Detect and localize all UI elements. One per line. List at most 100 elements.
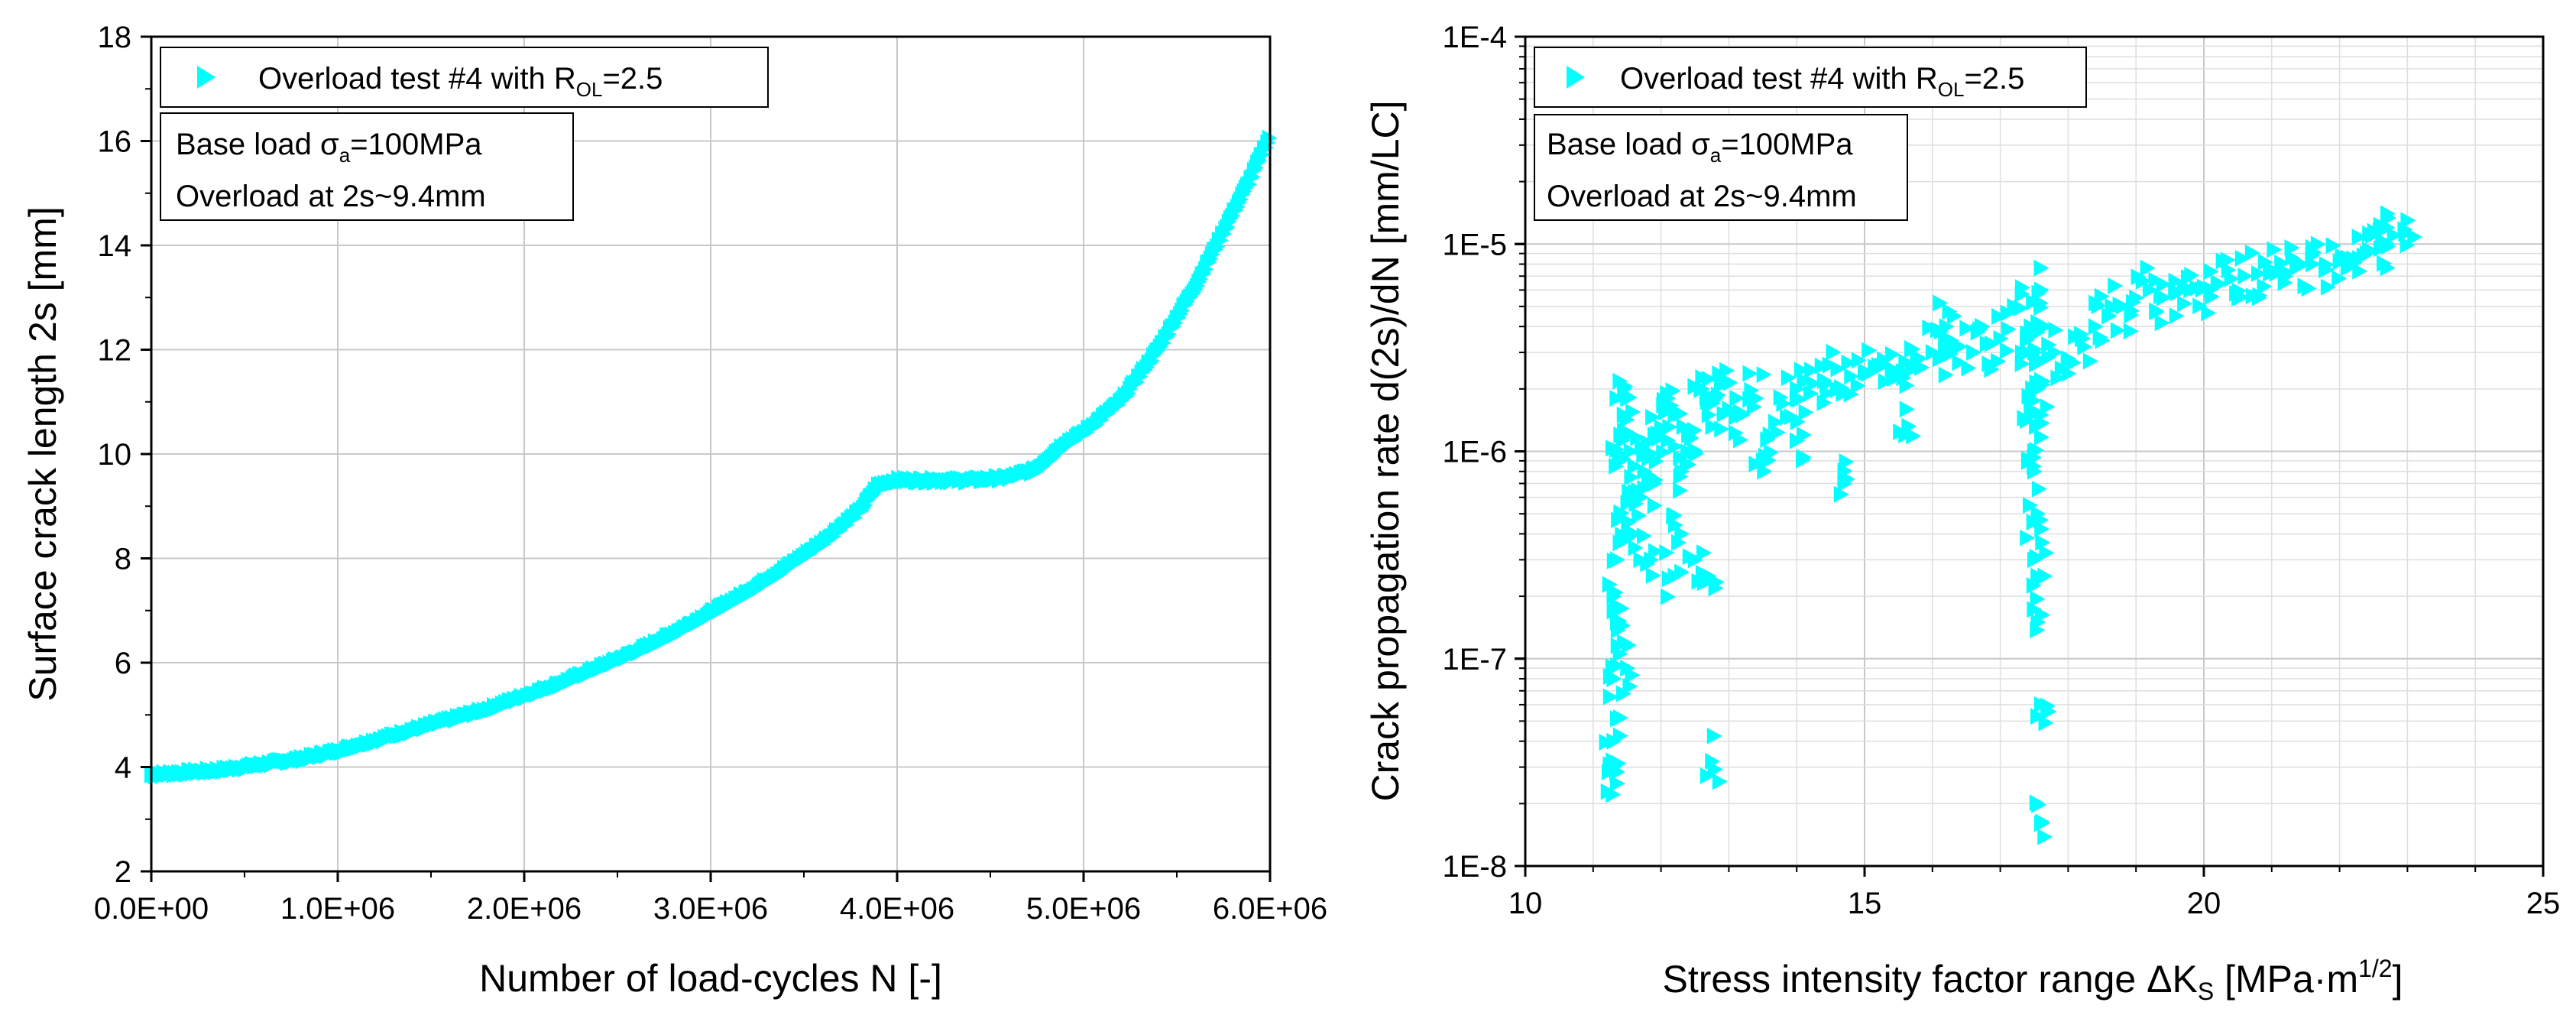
right-data-point (1645, 566, 1661, 584)
right-data-point (1630, 429, 1646, 446)
right-x-tick-label: 20 (2187, 887, 2221, 920)
right-data-point (1822, 356, 1838, 374)
right-data-point (2407, 229, 2423, 246)
right-data-point (2034, 414, 2050, 432)
right-data-point (1674, 525, 1690, 543)
right-data-point (2014, 344, 2030, 362)
left-chart: 0.0E+00 1.0E+06 2.0E+06 3.0E+06 4.0E+06 5.0E+… (21, 21, 1327, 1000)
right-data-point (1946, 339, 1962, 357)
right-data-point (2066, 354, 2082, 371)
right-data-point (1673, 449, 1689, 466)
right-data-point (1635, 439, 1651, 456)
right-data-point (2023, 497, 2039, 514)
right-chart: 10 15 20 25 1E-8 1E-7 1E-6 1E-5 1E-4 Overload te… (1364, 21, 2560, 1005)
right-data-point (1959, 320, 1975, 337)
right-data-point (1612, 727, 1628, 744)
right-data-point (1789, 390, 1805, 407)
left-legend-label: Overload test #4 with ROL=2.5 (258, 62, 663, 101)
right-data-point (2380, 238, 2396, 255)
right-data-point (2038, 714, 2054, 731)
right-data-point (1611, 511, 1627, 529)
right-data-point (1628, 495, 1644, 513)
right-data-point (2204, 288, 2220, 306)
right-data-point (1884, 345, 1900, 363)
right-data-point (1895, 363, 1911, 381)
right-data-point (2192, 297, 2208, 315)
right-data-point (1938, 366, 1954, 384)
right-data-point (1984, 335, 2000, 352)
right-legend-marker (1567, 66, 1585, 89)
right-data-point (1790, 413, 1806, 430)
right-y-tick-label: 1E-5 (1443, 228, 1508, 261)
right-data-point (1878, 373, 1894, 391)
right-data-point (2014, 355, 2030, 372)
left-x-tick-label: 6.0E+06 (1213, 892, 1327, 926)
right-data-point (2292, 255, 2309, 272)
right-data-point (1650, 425, 1666, 443)
right-data-point (1756, 366, 1772, 384)
right-data-point (2237, 268, 2254, 285)
left-y-tick-label: 12 (98, 334, 132, 368)
right-data-point (2033, 429, 2049, 446)
right-data-point (2108, 277, 2124, 294)
right-data-point (2026, 514, 2042, 531)
right-data-point (1722, 374, 1738, 391)
right-data-point (2027, 404, 2043, 422)
right-data-point (2112, 296, 2128, 313)
right-data-point (2048, 321, 2064, 339)
right-data-point (2356, 247, 2372, 264)
right-data-point (1709, 573, 1725, 591)
left-annotation-line1: Base load σa=100MPa (176, 128, 482, 167)
right-data-point (1744, 381, 1760, 399)
right-data-point (2267, 241, 2283, 258)
right-data-point (2251, 264, 2267, 282)
right-data-point (2061, 365, 2077, 382)
right-data-point (1618, 378, 1634, 395)
right-data-point (1991, 352, 2007, 370)
right-data-point (1874, 357, 1891, 375)
right-y-tick-label: 1E-8 (1443, 850, 1508, 884)
right-data-point (1648, 471, 1664, 488)
left-y-tick-label: 14 (98, 229, 132, 263)
right-data-point (1624, 469, 1640, 486)
right-data-point (2020, 452, 2036, 470)
right-data-point (2257, 277, 2273, 295)
right-data-point (1819, 375, 1835, 392)
right-x-axis-title: Stress intensity factor range ΔKS [MPa·m… (1662, 955, 2403, 1005)
right-data-point (1728, 424, 1744, 442)
right-data-point (1942, 303, 1958, 320)
right-data-point (1893, 423, 1909, 441)
right-data-point (1797, 372, 1813, 390)
right-data-point (1733, 431, 1749, 449)
right-data-point (2168, 282, 2184, 300)
right-data-point (2123, 323, 2139, 340)
right-data-point (2029, 794, 2045, 812)
right-data-point (1628, 539, 1644, 556)
right-data-point (1641, 449, 1657, 467)
right-data-point (2148, 271, 2164, 289)
right-data-point (2203, 263, 2219, 281)
right-data-point (2020, 529, 2036, 547)
left-legend-box (160, 47, 769, 108)
right-data-point (1661, 570, 1677, 588)
right-data-point (1682, 548, 1698, 566)
right-data-point (2257, 253, 2273, 271)
right-data-point (2041, 349, 2057, 366)
right-data-point (1914, 358, 1930, 376)
right-data-point (2169, 307, 2185, 325)
right-data-point (1656, 443, 1672, 461)
right-data-point (1602, 668, 1619, 686)
right-data-point (1804, 362, 1820, 379)
right-data-point (1659, 544, 1675, 562)
right-data-point (1627, 483, 1643, 501)
right-data-point (2153, 287, 2169, 305)
right-data-point (1833, 485, 1849, 503)
right-data-point (2095, 332, 2111, 349)
right-data-point (2348, 254, 2364, 271)
right-data-point (1757, 462, 1773, 480)
right-data-point (1933, 294, 1949, 312)
right-data-point (1732, 404, 1748, 421)
right-data-point (1621, 514, 1637, 531)
right-x-tick-label: 15 (1848, 887, 1882, 920)
right-data-point (1713, 377, 1729, 394)
